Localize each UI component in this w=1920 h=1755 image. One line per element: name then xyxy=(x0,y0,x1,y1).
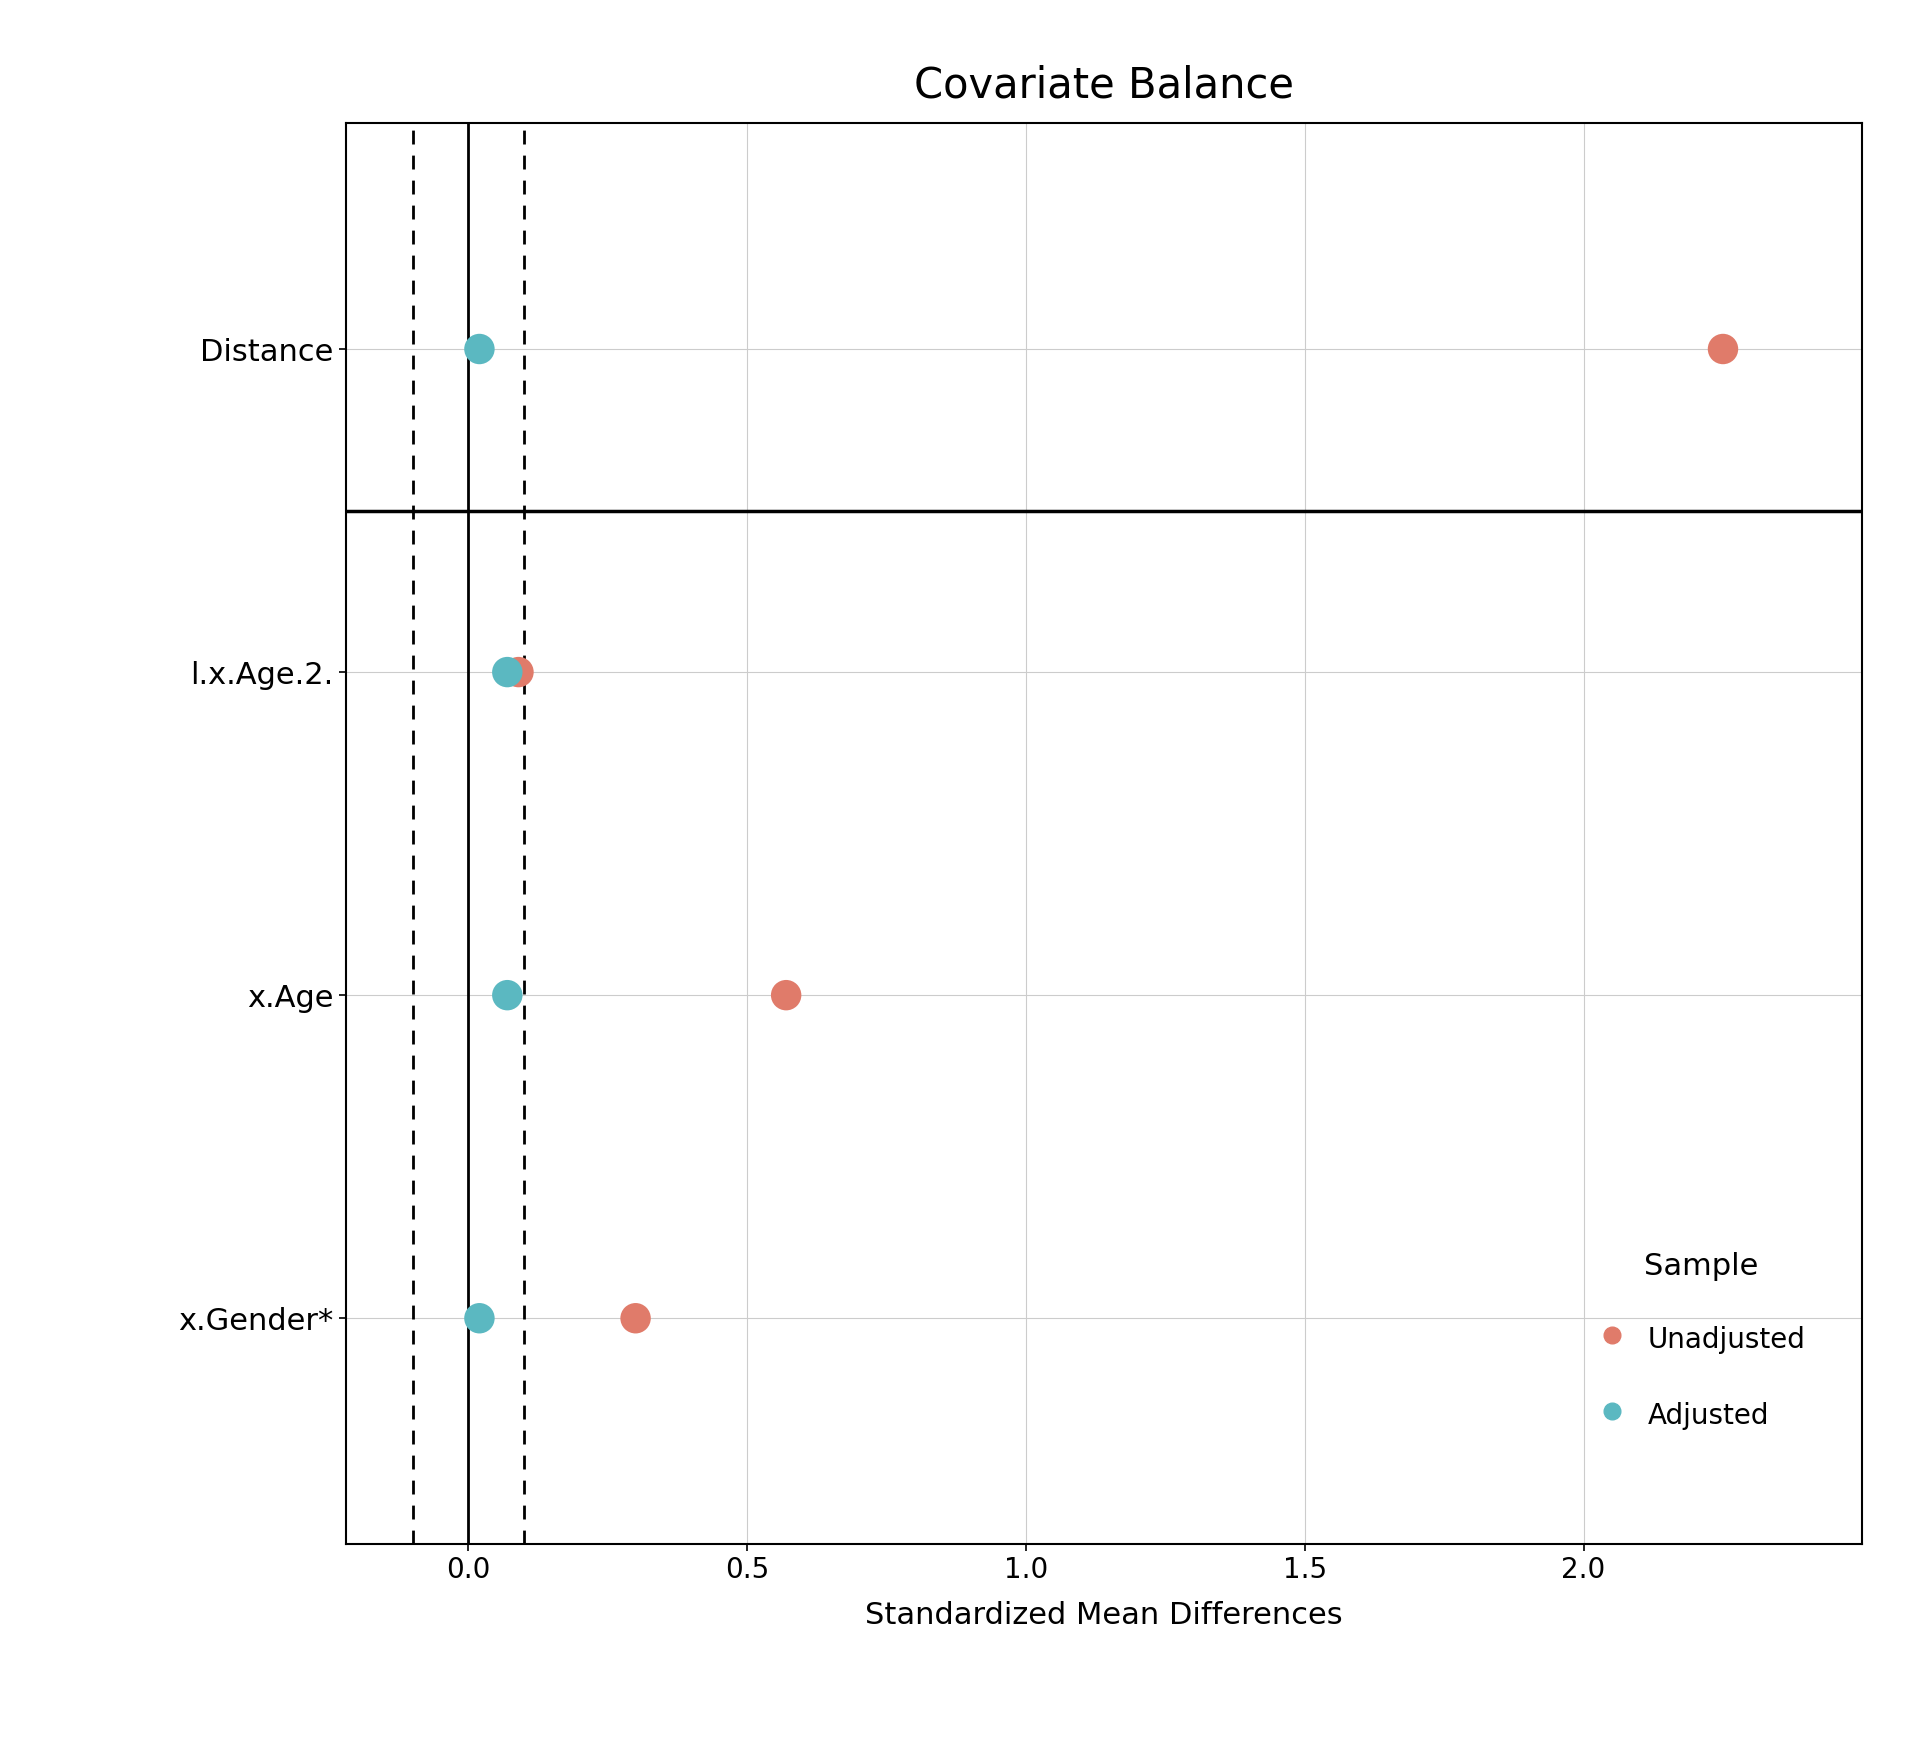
Point xyxy=(465,335,495,363)
Point xyxy=(492,981,522,1009)
Title: Covariate Balance: Covariate Balance xyxy=(914,65,1294,107)
Point xyxy=(465,1304,495,1332)
Point xyxy=(620,1304,651,1332)
Legend: Unadjusted, Adjusted: Unadjusted, Adjusted xyxy=(1571,1223,1834,1460)
Point xyxy=(1707,335,1738,363)
X-axis label: Standardized Mean Differences: Standardized Mean Differences xyxy=(866,1601,1342,1630)
Point xyxy=(770,981,801,1009)
Point xyxy=(503,658,534,686)
Point xyxy=(492,658,522,686)
